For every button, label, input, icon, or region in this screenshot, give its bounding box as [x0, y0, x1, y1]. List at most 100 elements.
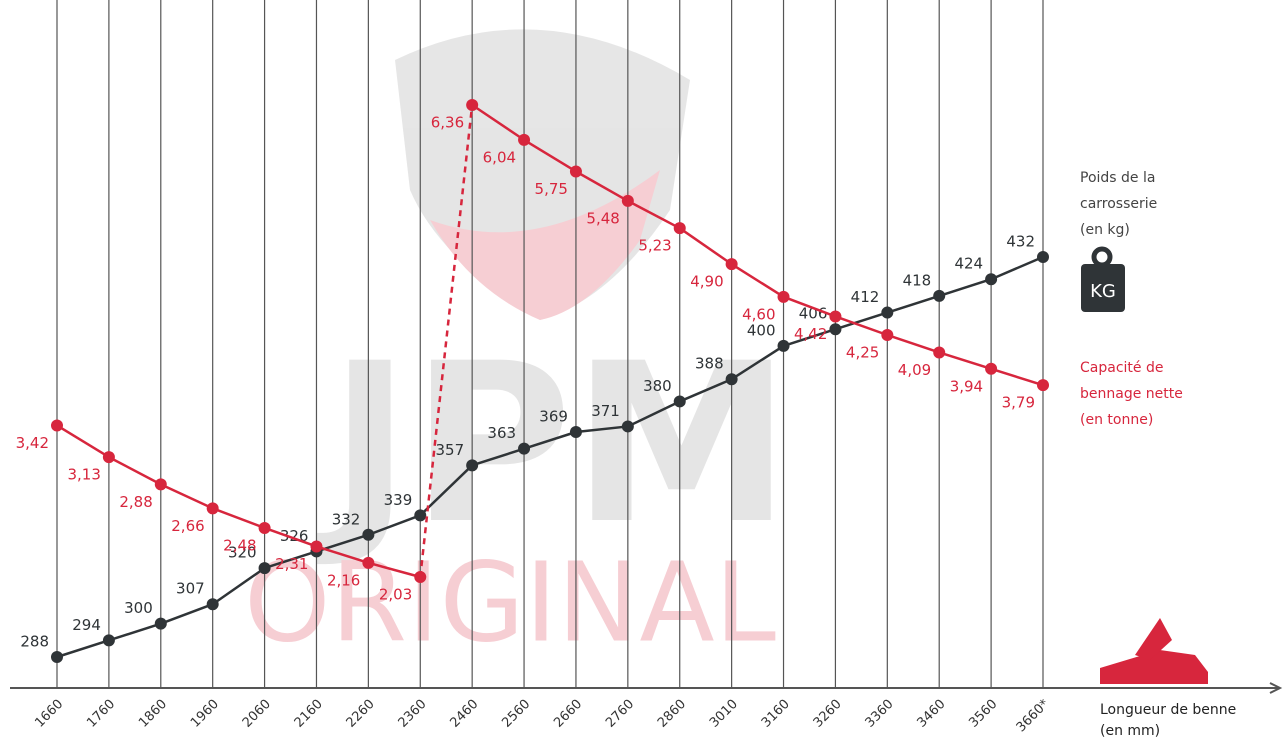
x-tick-label: 2760 — [603, 697, 637, 731]
data-label: 5,48 — [586, 209, 619, 227]
data-label: 4,42 — [794, 325, 827, 343]
data-label: 4,25 — [846, 344, 879, 362]
x-tick-label: 3260 — [811, 697, 845, 731]
series-segment — [886, 294, 940, 314]
data-point — [621, 420, 634, 433]
x-axis-title: Longueur de benne — [1100, 702, 1236, 718]
x-axis-title: (en mm) — [1100, 723, 1160, 739]
truck-icon — [1100, 618, 1208, 684]
data-point — [414, 509, 427, 522]
data-label: 357 — [436, 441, 465, 459]
data-point — [933, 346, 946, 359]
data-label: 388 — [695, 355, 724, 373]
data-point — [206, 598, 219, 611]
legend-label: Capacité de — [1080, 360, 1163, 376]
data-label: 2,66 — [171, 517, 204, 535]
data-label: 412 — [851, 288, 880, 306]
data-label: 320 — [228, 544, 257, 562]
series-segment — [730, 344, 785, 381]
data-point — [362, 528, 375, 541]
data-label: 418 — [903, 271, 932, 289]
data-label: 5,23 — [638, 237, 671, 255]
legend-label: (en tonne) — [1080, 412, 1153, 428]
data-label: 2,48 — [223, 536, 256, 554]
data-point — [258, 521, 271, 534]
data-point — [673, 395, 686, 408]
series-segment — [264, 550, 317, 570]
x-tick-label: 3560 — [966, 697, 1000, 731]
legend-label: Poids de la — [1080, 170, 1155, 186]
kg-icon-handle — [1091, 246, 1113, 268]
series-segment — [783, 295, 836, 318]
data-label: 380 — [643, 377, 672, 395]
data-point — [102, 451, 115, 464]
series-segment — [990, 367, 1044, 387]
data-point — [466, 99, 479, 111]
legend-label: (en kg) — [1080, 222, 1130, 238]
series-segment — [367, 514, 421, 536]
data-point — [518, 133, 531, 146]
data-label: 4,60 — [742, 305, 775, 323]
x-tick-label: 3010 — [707, 697, 741, 731]
watermark-shield-red — [430, 170, 660, 320]
series-segment — [211, 567, 266, 606]
data-point — [518, 442, 531, 455]
series-segment — [56, 424, 110, 459]
truck-body — [1100, 650, 1208, 684]
series-segment — [160, 603, 214, 625]
data-label: 294 — [72, 616, 101, 634]
series-segment — [212, 507, 266, 530]
watermark: JPM ORIGINAL — [244, 29, 791, 666]
data-label: 332 — [332, 510, 361, 528]
truck-tipper — [1135, 618, 1172, 660]
x-tick-label: 2460 — [447, 697, 481, 731]
data-point — [777, 290, 790, 303]
series-segment — [108, 622, 162, 642]
series-segment — [783, 328, 836, 348]
x-tick-label: 2660 — [551, 697, 585, 731]
watermark-original: ORIGINAL — [244, 538, 776, 666]
data-point — [154, 617, 167, 630]
kg-icon-label: KG — [1090, 281, 1116, 302]
series-segment — [679, 227, 733, 266]
legend-label: carrosserie — [1080, 196, 1157, 212]
x-tick-label: 2360 — [396, 697, 430, 731]
data-label: 2,03 — [379, 586, 412, 604]
data-point — [777, 339, 790, 352]
series-segment — [575, 170, 629, 203]
data-point — [310, 540, 323, 553]
data-label: 3,13 — [67, 466, 100, 484]
x-tick-label: 1860 — [136, 697, 170, 731]
series-segment — [108, 455, 162, 486]
series-segment — [627, 400, 681, 428]
watermark-jpm: JPM — [316, 316, 791, 572]
data-label: 3,94 — [950, 377, 983, 395]
series-segment — [835, 315, 888, 337]
series-segment — [679, 378, 733, 403]
data-label: 3,42 — [16, 434, 49, 452]
data-label: 4,09 — [898, 361, 931, 379]
x-tick-label: 3660* — [1014, 696, 1053, 735]
data-label: 3,79 — [1002, 394, 1035, 412]
x-tick-label: 2060 — [240, 697, 274, 731]
x-tick-label: 2860 — [655, 697, 689, 731]
data-point — [569, 165, 582, 178]
data-point — [414, 571, 427, 583]
data-point — [258, 562, 271, 575]
series-connector — [419, 104, 474, 578]
data-point — [829, 310, 842, 323]
data-label: 400 — [747, 321, 776, 339]
data-point — [673, 222, 686, 235]
data-point — [1037, 251, 1049, 263]
data-label: 2,31 — [275, 555, 308, 573]
data-label: 307 — [176, 580, 205, 598]
series-segment — [627, 199, 681, 230]
data-point — [933, 289, 946, 302]
series-segment — [523, 430, 577, 450]
data-label: 339 — [384, 491, 413, 509]
data-label: 6,04 — [483, 148, 516, 166]
x-axis-arrow — [1269, 682, 1283, 694]
series-segment — [990, 255, 1044, 281]
